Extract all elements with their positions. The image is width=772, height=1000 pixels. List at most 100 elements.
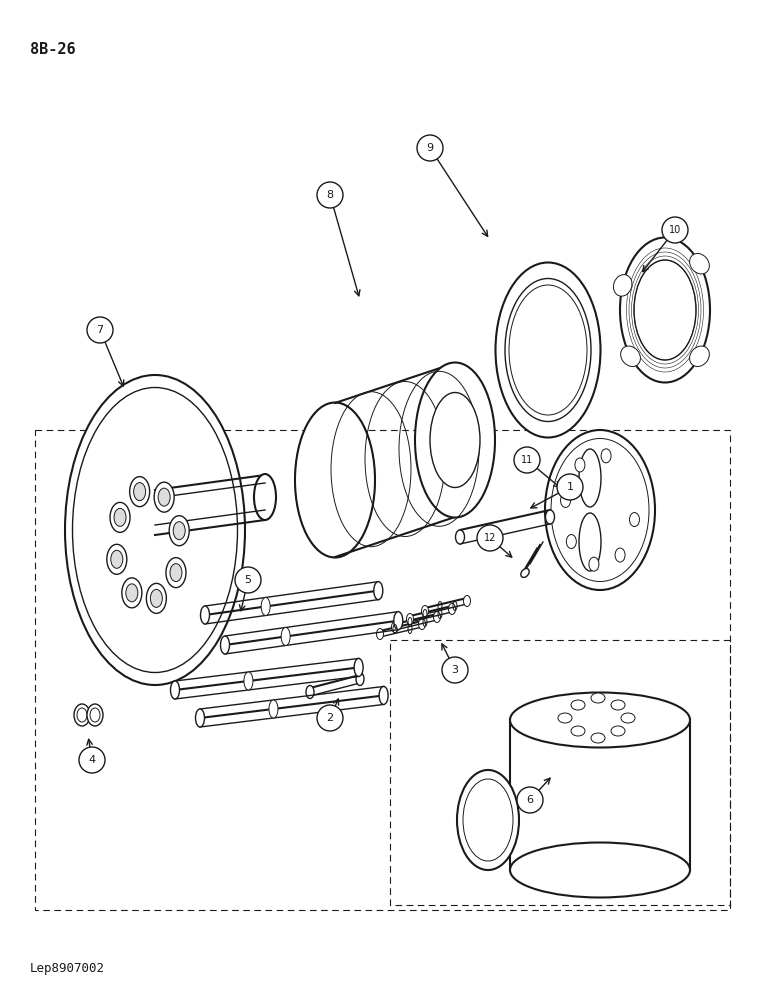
- Ellipse shape: [295, 402, 375, 558]
- Ellipse shape: [394, 612, 403, 630]
- Text: 9: 9: [426, 143, 434, 153]
- Ellipse shape: [591, 693, 605, 703]
- Text: 7: 7: [96, 325, 103, 335]
- Ellipse shape: [620, 237, 710, 382]
- Ellipse shape: [560, 493, 571, 507]
- Circle shape: [79, 747, 105, 773]
- Ellipse shape: [151, 589, 162, 607]
- Ellipse shape: [510, 692, 690, 748]
- Ellipse shape: [147, 583, 166, 613]
- Ellipse shape: [244, 672, 253, 690]
- Bar: [390, 640, 730, 905]
- Ellipse shape: [567, 535, 577, 549]
- Ellipse shape: [463, 595, 470, 606]
- Ellipse shape: [261, 597, 270, 615]
- Text: 11: 11: [521, 455, 533, 465]
- Ellipse shape: [374, 582, 383, 600]
- Ellipse shape: [434, 611, 441, 622]
- Circle shape: [317, 705, 343, 731]
- Ellipse shape: [579, 513, 601, 571]
- Ellipse shape: [221, 636, 229, 654]
- Ellipse shape: [545, 430, 655, 590]
- Ellipse shape: [449, 603, 455, 614]
- Ellipse shape: [201, 606, 209, 624]
- Ellipse shape: [546, 510, 554, 524]
- Ellipse shape: [166, 558, 186, 588]
- Ellipse shape: [415, 362, 495, 518]
- Ellipse shape: [74, 704, 90, 726]
- Ellipse shape: [496, 262, 601, 438]
- Ellipse shape: [571, 700, 585, 710]
- Text: 12: 12: [484, 533, 496, 543]
- Ellipse shape: [689, 253, 709, 274]
- Ellipse shape: [579, 449, 601, 507]
- Ellipse shape: [122, 578, 142, 608]
- Ellipse shape: [614, 275, 632, 296]
- Ellipse shape: [134, 483, 146, 501]
- Ellipse shape: [379, 686, 388, 704]
- Text: 2: 2: [327, 713, 334, 723]
- Ellipse shape: [575, 458, 585, 472]
- Ellipse shape: [391, 621, 398, 633]
- Ellipse shape: [281, 627, 290, 645]
- Ellipse shape: [589, 557, 599, 571]
- Ellipse shape: [114, 508, 126, 526]
- Ellipse shape: [306, 686, 314, 698]
- Ellipse shape: [418, 618, 425, 630]
- Ellipse shape: [377, 629, 384, 640]
- Text: 4: 4: [89, 755, 96, 765]
- Ellipse shape: [354, 658, 363, 676]
- Ellipse shape: [591, 733, 605, 743]
- Ellipse shape: [634, 260, 696, 360]
- Text: 1: 1: [567, 482, 574, 492]
- Ellipse shape: [601, 449, 611, 463]
- Ellipse shape: [629, 513, 639, 527]
- Ellipse shape: [457, 770, 519, 870]
- Ellipse shape: [505, 278, 591, 422]
- Ellipse shape: [407, 613, 414, 624]
- Ellipse shape: [87, 704, 103, 726]
- Ellipse shape: [611, 726, 625, 736]
- Ellipse shape: [130, 477, 150, 507]
- Circle shape: [514, 447, 540, 473]
- Text: 6: 6: [527, 795, 533, 805]
- Text: 8B-26: 8B-26: [30, 42, 76, 57]
- Text: 10: 10: [669, 225, 681, 235]
- Ellipse shape: [65, 375, 245, 685]
- Ellipse shape: [615, 548, 625, 562]
- Ellipse shape: [126, 584, 138, 602]
- Ellipse shape: [171, 681, 180, 699]
- Ellipse shape: [689, 346, 709, 367]
- Ellipse shape: [269, 700, 278, 718]
- Ellipse shape: [158, 488, 170, 506]
- Ellipse shape: [170, 564, 182, 582]
- Ellipse shape: [521, 569, 529, 577]
- Circle shape: [557, 474, 583, 500]
- Circle shape: [87, 317, 113, 343]
- Ellipse shape: [611, 700, 625, 710]
- Ellipse shape: [621, 346, 641, 367]
- Text: 3: 3: [452, 665, 459, 675]
- Ellipse shape: [558, 713, 572, 723]
- Ellipse shape: [510, 842, 690, 898]
- Bar: [35, 430, 730, 910]
- Ellipse shape: [430, 392, 480, 488]
- Circle shape: [317, 182, 343, 208]
- Ellipse shape: [422, 605, 428, 616]
- Circle shape: [442, 657, 468, 683]
- Circle shape: [235, 567, 261, 593]
- Ellipse shape: [173, 522, 185, 540]
- Ellipse shape: [254, 474, 276, 520]
- Ellipse shape: [111, 550, 123, 568]
- Ellipse shape: [621, 713, 635, 723]
- Circle shape: [417, 135, 443, 161]
- Ellipse shape: [571, 726, 585, 736]
- Circle shape: [517, 787, 543, 813]
- Ellipse shape: [195, 709, 205, 727]
- Ellipse shape: [169, 516, 189, 546]
- Ellipse shape: [107, 544, 127, 574]
- Circle shape: [662, 217, 688, 243]
- Ellipse shape: [356, 672, 364, 686]
- Ellipse shape: [455, 530, 465, 544]
- Ellipse shape: [110, 502, 130, 532]
